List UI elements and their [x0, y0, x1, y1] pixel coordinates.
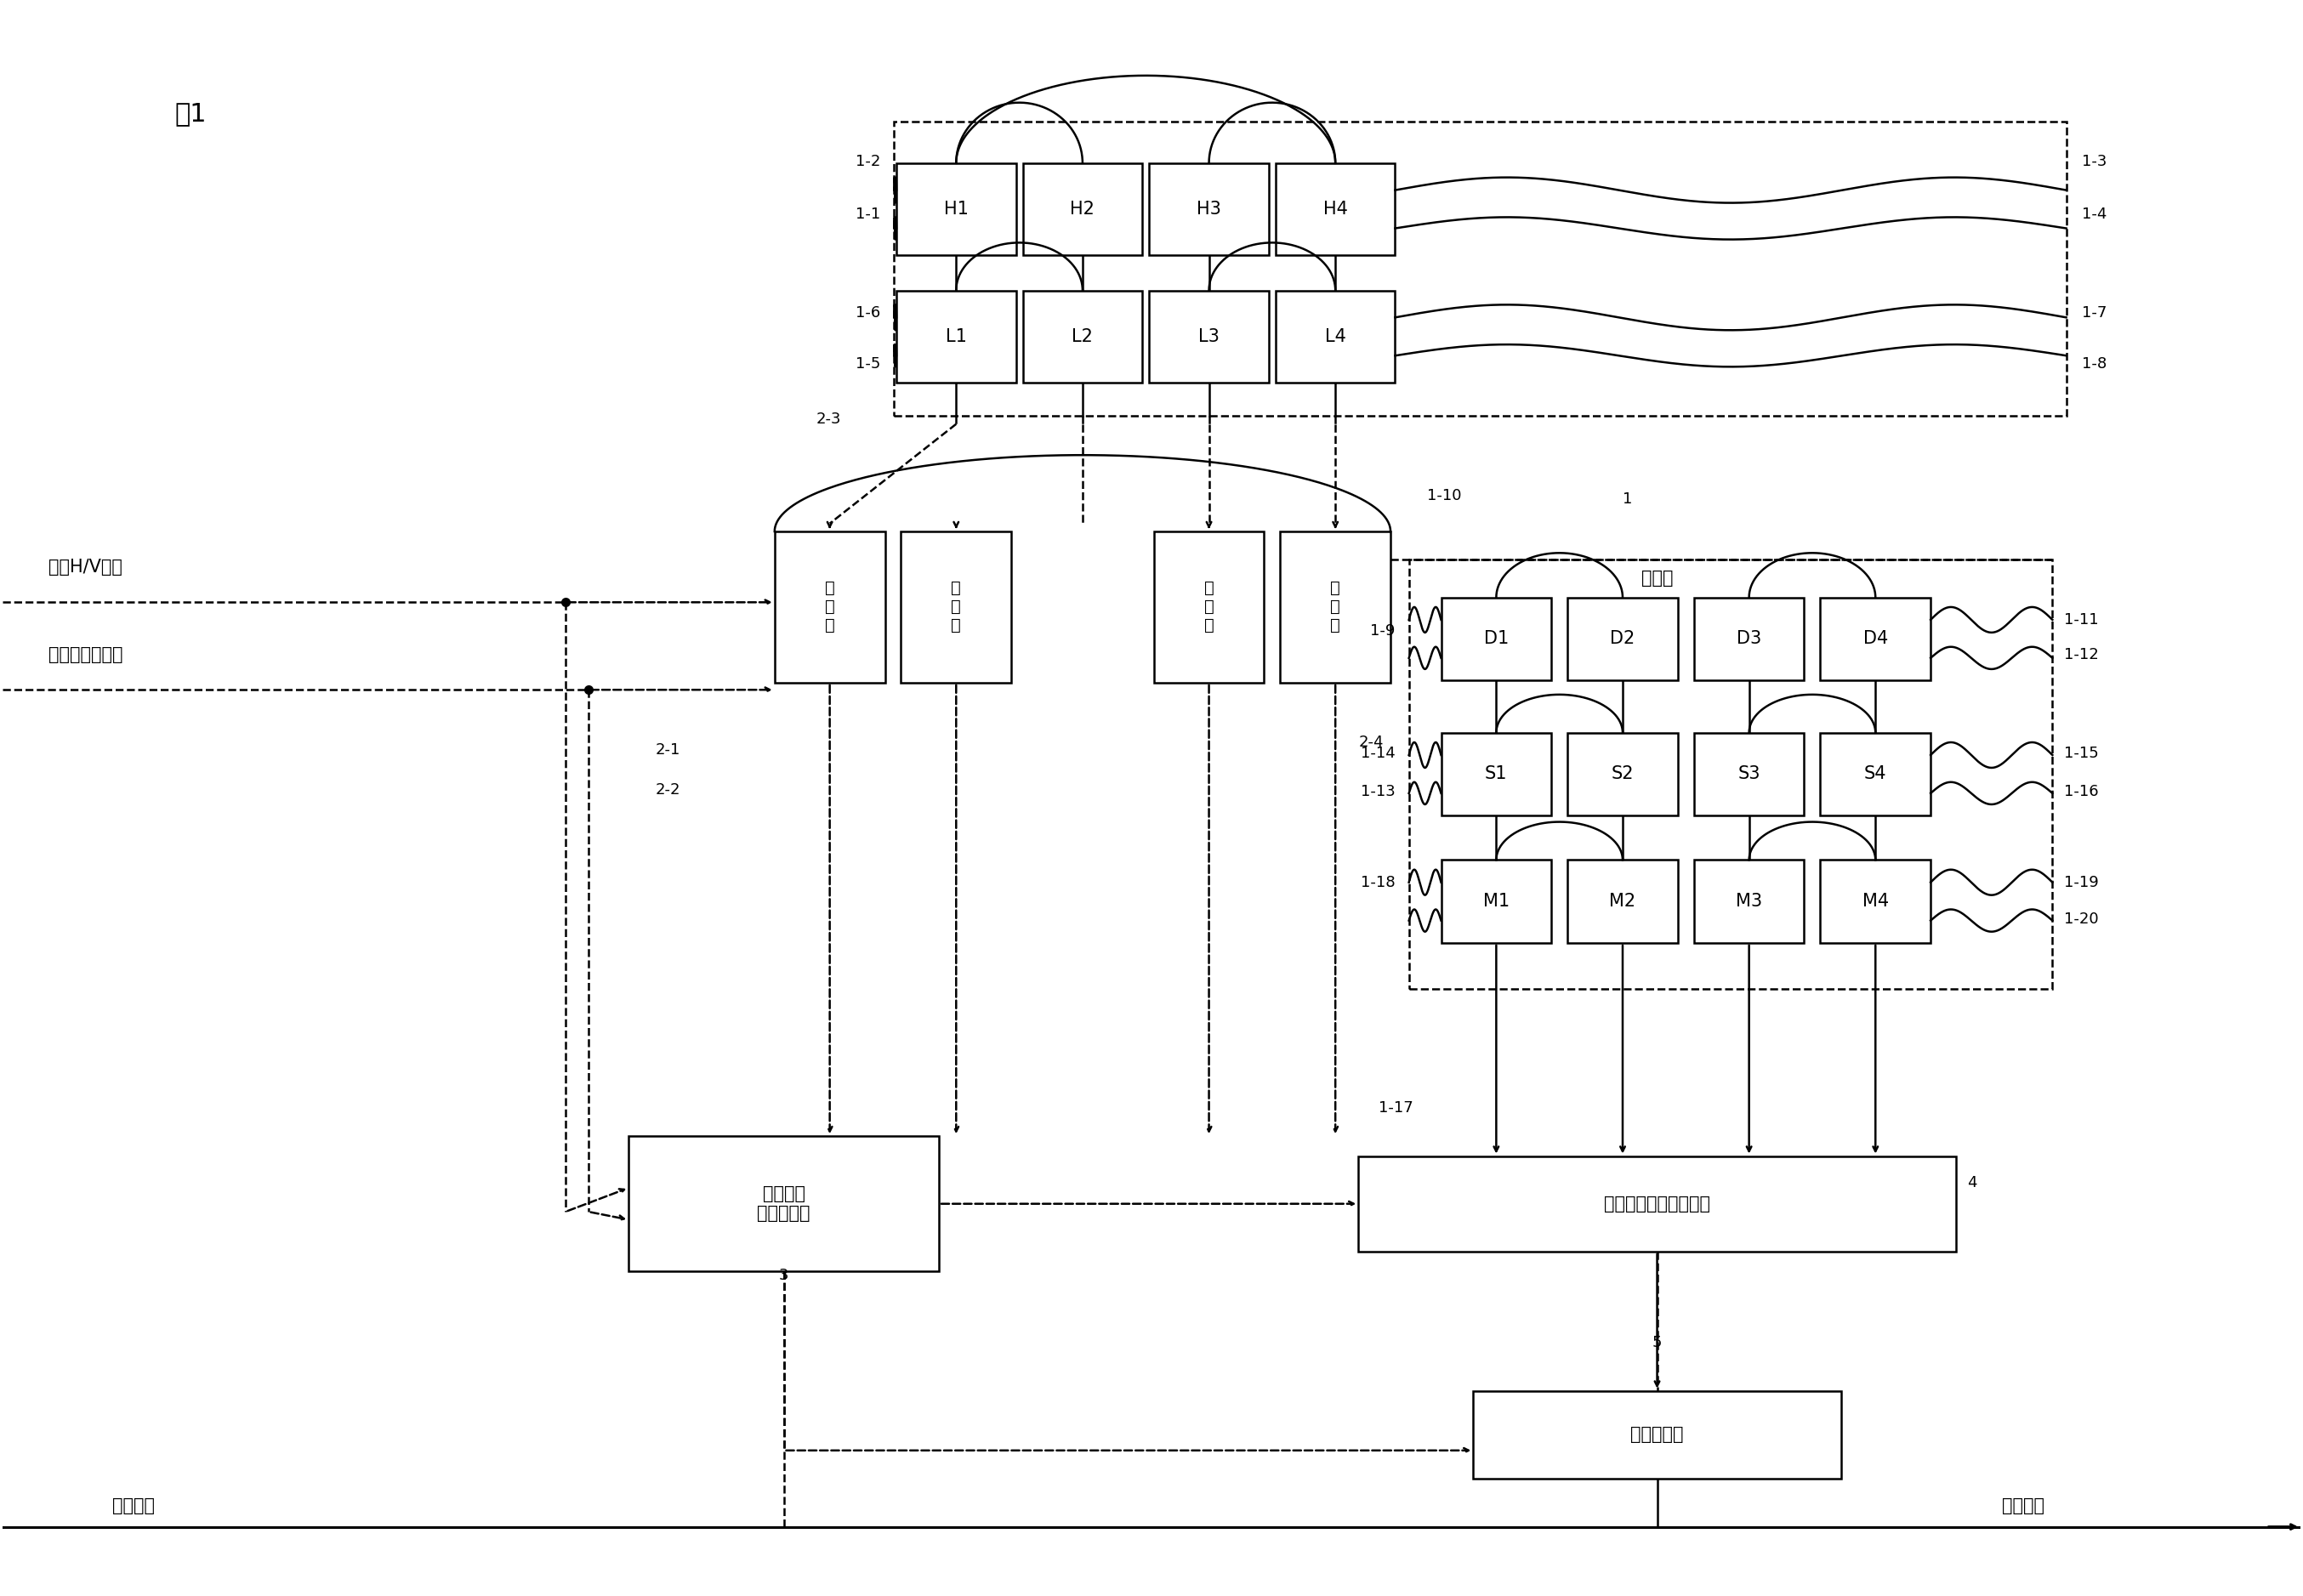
Text: M1: M1	[1483, 892, 1508, 910]
Bar	[1695, 733, 1803, 816]
Text: M4: M4	[1863, 892, 1888, 910]
Bar	[1276, 290, 1396, 383]
Text: L2: L2	[1071, 329, 1094, 345]
Text: M2: M2	[1610, 892, 1635, 910]
Text: 1-13: 1-13	[1361, 784, 1396, 800]
Text: 1-6: 1-6	[854, 305, 880, 321]
Text: D3: D3	[1736, 630, 1762, 648]
Bar	[894, 121, 2066, 417]
Text: 1-18: 1-18	[1361, 875, 1396, 891]
Text: 1-11: 1-11	[2063, 613, 2098, 627]
Bar	[896, 163, 1016, 255]
Bar	[1149, 163, 1269, 255]
Bar	[1023, 163, 1142, 255]
Text: S3: S3	[1739, 766, 1759, 782]
Text: 比
较
器: 比 较 器	[951, 581, 960, 634]
Text: 1-2: 1-2	[854, 153, 880, 169]
Bar	[629, 1136, 940, 1272]
Text: H1: H1	[944, 201, 970, 217]
Text: 1-20: 1-20	[2063, 911, 2098, 927]
Text: 1-8: 1-8	[2082, 356, 2107, 372]
Text: 2-2: 2-2	[656, 782, 679, 798]
Text: 比
较
器: 比 较 器	[1331, 581, 1340, 634]
Text: 输入线线路编号: 输入线线路编号	[48, 646, 122, 664]
Bar	[1154, 531, 1264, 683]
Text: 1-15: 1-15	[2063, 745, 2098, 761]
Bar	[1819, 860, 1930, 943]
Text: 1-5: 1-5	[854, 356, 880, 372]
Text: 1-3: 1-3	[2082, 153, 2107, 169]
Text: 寄存器: 寄存器	[1642, 570, 1672, 587]
Text: H2: H2	[1071, 201, 1094, 217]
Bar	[1695, 597, 1803, 680]
Text: 1-10: 1-10	[1428, 488, 1462, 503]
Bar	[1442, 597, 1552, 680]
Bar	[1819, 733, 1930, 816]
Text: 1-19: 1-19	[2063, 875, 2098, 891]
Text: 输入H/V信息: 输入H/V信息	[48, 559, 122, 576]
Text: 元数据选择器和读取器: 元数据选择器和读取器	[1603, 1195, 1711, 1213]
Text: H4: H4	[1324, 201, 1347, 217]
Bar	[1819, 597, 1930, 680]
Text: 1-1: 1-1	[854, 206, 880, 222]
Bar	[1442, 733, 1552, 816]
Text: H3: H3	[1198, 201, 1221, 217]
Text: 图1: 图1	[175, 102, 207, 126]
Text: 1-9: 1-9	[1370, 624, 1396, 638]
Bar	[896, 290, 1016, 383]
Bar	[1568, 860, 1679, 943]
Text: 传输信号: 传输信号	[2001, 1497, 2045, 1515]
Bar	[1280, 531, 1391, 683]
Text: 2-1: 2-1	[656, 742, 679, 758]
Text: 1-16: 1-16	[2063, 784, 2098, 800]
Text: S2: S2	[1612, 766, 1633, 782]
Text: D1: D1	[1483, 630, 1508, 648]
Text: 4: 4	[1967, 1175, 1978, 1191]
Text: 2-4: 2-4	[1359, 734, 1384, 750]
Bar	[900, 531, 1011, 683]
Text: D4: D4	[1863, 630, 1888, 648]
Text: 3: 3	[778, 1267, 788, 1283]
Text: S1: S1	[1485, 766, 1508, 782]
Bar	[1442, 860, 1552, 943]
Text: 1-17: 1-17	[1379, 1101, 1414, 1116]
Text: 1-12: 1-12	[2063, 646, 2098, 662]
Text: 5: 5	[1651, 1334, 1663, 1350]
Text: S4: S4	[1863, 766, 1886, 782]
Bar	[1023, 290, 1142, 383]
Text: 2-3: 2-3	[815, 412, 841, 426]
Bar	[774, 531, 884, 683]
Text: 比
较
器: 比 较 器	[824, 581, 834, 634]
Text: 1: 1	[1624, 492, 1633, 506]
Bar	[1409, 559, 2052, 990]
Text: 多路复用器: 多路复用器	[1631, 1425, 1683, 1443]
Text: D2: D2	[1610, 630, 1635, 648]
Text: 1-7: 1-7	[2082, 305, 2107, 321]
Bar	[1359, 1156, 1955, 1251]
Bar	[1568, 597, 1679, 680]
Text: 1-4: 1-4	[2082, 206, 2107, 222]
Text: L4: L4	[1324, 329, 1345, 345]
Text: 比
较
器: 比 较 器	[1204, 581, 1214, 634]
Bar	[1695, 860, 1803, 943]
Text: M3: M3	[1736, 892, 1762, 910]
Text: 1-14: 1-14	[1361, 745, 1396, 761]
Text: 输入信号: 输入信号	[113, 1497, 154, 1515]
Text: L1: L1	[947, 329, 967, 345]
Text: L3: L3	[1198, 329, 1221, 345]
Bar	[1568, 733, 1679, 816]
Bar	[1149, 290, 1269, 383]
Bar	[1276, 163, 1396, 255]
Bar	[1474, 1390, 1840, 1478]
Text: 多路复用
定时控制器: 多路复用 定时控制器	[758, 1186, 811, 1223]
